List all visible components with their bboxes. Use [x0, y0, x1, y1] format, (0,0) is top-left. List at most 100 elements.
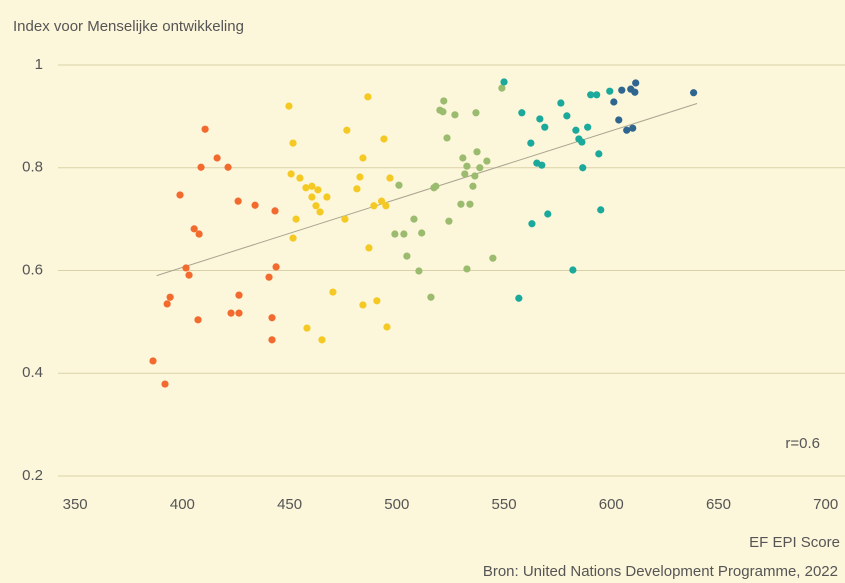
- point: [440, 97, 448, 105]
- point: [615, 116, 623, 124]
- point: [541, 123, 549, 131]
- point: [623, 126, 631, 134]
- point: [353, 185, 361, 193]
- point: [341, 215, 349, 223]
- point: [578, 138, 586, 146]
- point: [190, 225, 198, 233]
- point: [538, 161, 546, 169]
- point: [185, 271, 193, 279]
- point: [563, 112, 571, 120]
- point: [268, 336, 276, 344]
- y-tick-label: 0.2: [22, 467, 43, 484]
- point: [597, 206, 605, 214]
- point: [161, 380, 169, 388]
- point: [629, 124, 637, 132]
- point: [235, 309, 243, 317]
- point: [445, 217, 453, 225]
- point: [403, 252, 411, 260]
- y-tick-label: 1: [35, 56, 43, 73]
- point: [469, 182, 477, 190]
- point: [285, 102, 293, 110]
- point: [316, 208, 324, 216]
- point: [329, 288, 337, 296]
- point: [631, 88, 639, 96]
- x-tick-label: 550: [492, 496, 517, 513]
- point: [382, 202, 390, 210]
- annotation: r=0.6: [785, 435, 820, 452]
- point: [473, 148, 481, 156]
- point: [391, 230, 399, 238]
- point: [271, 207, 279, 215]
- point: [610, 98, 618, 106]
- point: [500, 78, 508, 86]
- point: [632, 79, 640, 87]
- point: [427, 293, 435, 301]
- point: [359, 154, 367, 162]
- y-tick-label: 0.6: [22, 261, 43, 278]
- point: [359, 301, 367, 309]
- point: [234, 197, 242, 205]
- point: [439, 108, 447, 116]
- point: [483, 157, 491, 165]
- point: [461, 170, 469, 178]
- point: [224, 163, 232, 171]
- point: [377, 197, 386, 205]
- point: [272, 263, 280, 271]
- point: [194, 316, 202, 324]
- point: [410, 215, 418, 223]
- point: [463, 265, 471, 273]
- x-tick-label: 600: [599, 496, 624, 513]
- point: [472, 109, 480, 117]
- point: [176, 191, 184, 199]
- point: [457, 200, 465, 208]
- point: [251, 201, 259, 209]
- point: [690, 89, 698, 97]
- y-tick-label: 0.8: [22, 159, 43, 176]
- point: [302, 184, 310, 192]
- point: [318, 336, 326, 344]
- point: [515, 294, 523, 302]
- point: [587, 91, 595, 99]
- point: [296, 174, 304, 182]
- point: [471, 172, 479, 180]
- point: [572, 126, 580, 134]
- point: [415, 267, 423, 275]
- point: [195, 230, 203, 238]
- point: [213, 154, 221, 162]
- point: [418, 229, 426, 237]
- point: [569, 266, 577, 274]
- point: [289, 139, 297, 147]
- point: [536, 115, 544, 123]
- point: [312, 202, 320, 210]
- point: [308, 193, 316, 201]
- point: [227, 309, 235, 317]
- point: [595, 150, 603, 158]
- point: [606, 87, 614, 95]
- point: [303, 324, 311, 332]
- point: [432, 182, 440, 190]
- point: [579, 164, 587, 172]
- point: [356, 173, 364, 181]
- point: [380, 135, 388, 143]
- point: [618, 86, 626, 94]
- point: [235, 291, 243, 299]
- x-tick-label: 350: [63, 496, 88, 513]
- point: [182, 264, 190, 272]
- point: [443, 134, 451, 142]
- point: [166, 293, 174, 301]
- point: [400, 230, 408, 238]
- y-tick-label: 0.4: [22, 364, 43, 381]
- point: [593, 91, 601, 99]
- x-axis-label: EF EPI Score: [749, 534, 840, 551]
- point: [584, 123, 592, 131]
- point: [370, 202, 378, 210]
- point: [197, 163, 205, 171]
- point: [518, 109, 526, 117]
- point: [289, 234, 297, 242]
- x-tick-label: 450: [277, 496, 302, 513]
- chart-title: Index voor Menselijke ontwikkeling: [13, 18, 244, 35]
- trend-line: [156, 103, 698, 277]
- point: [476, 164, 484, 172]
- point: [373, 297, 381, 305]
